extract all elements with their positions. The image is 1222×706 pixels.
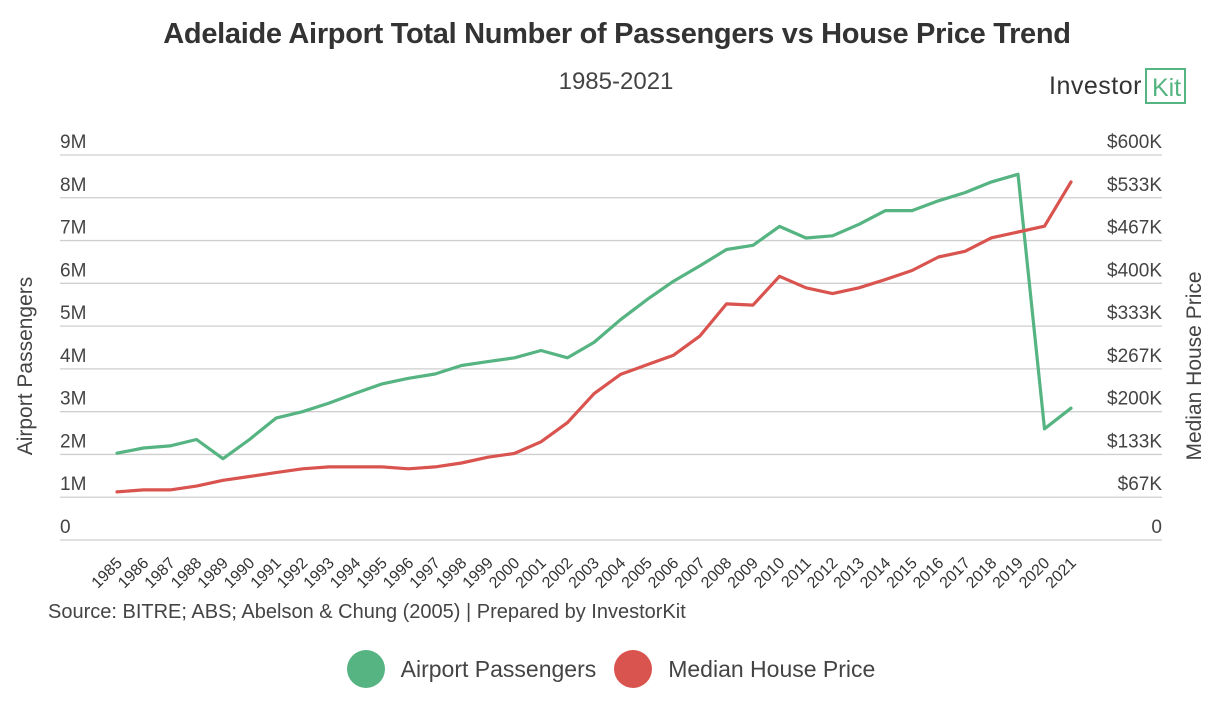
house-price-line (115, 180, 1073, 494)
right-tick-label: $200K (1107, 389, 1162, 410)
passengers-line (115, 172, 1073, 461)
right-tick-label: 0 (1151, 517, 1162, 538)
gridlines (60, 154, 1162, 541)
chart-title: Adelaide Airport Total Number of Passeng… (163, 18, 1071, 50)
x-tick-label: 2010 (751, 555, 788, 592)
legend-swatch-passengers (346, 650, 385, 688)
left-tick-label: 8M (60, 175, 86, 196)
legend-item-house-price[interactable]: Median House Price (614, 650, 875, 688)
left-tick-label: 2M (60, 431, 86, 452)
left-axis-ticks: 0 1M 2M 3M 4M 5M 6M 7M 8M 9M (60, 132, 86, 538)
right-tick-label: $533K (1107, 175, 1162, 196)
legend-swatch-house-price (614, 650, 653, 688)
legend-label-passengers: Airport Passengers (400, 655, 597, 682)
left-tick-label: 5M (60, 303, 86, 324)
x-tick-label: 2021 (1043, 555, 1080, 592)
left-tick-label: 4M (60, 346, 86, 367)
legend: Airport Passengers Median House Price (0, 650, 1222, 688)
series-lines (115, 172, 1073, 494)
right-axis-title: Median House Price (1183, 271, 1206, 460)
right-tick-label: $400K (1107, 260, 1162, 281)
left-tick-label: 1M (60, 474, 86, 495)
left-tick-label: 7M (60, 218, 86, 239)
left-tick-label: 0 (60, 517, 71, 538)
right-tick-label: $333K (1107, 303, 1162, 324)
logo-box: Kit (1144, 68, 1187, 104)
left-tick-label: 6M (60, 260, 86, 281)
right-tick-label: $67K (1118, 474, 1163, 495)
left-tick-label: 3M (60, 389, 86, 410)
right-tick-label: $467K (1107, 218, 1162, 239)
right-axis-ticks: 0 $67K $133K $200K $267K $333K $400K $467K $533K… (1107, 132, 1162, 538)
right-tick-label: $267K (1107, 346, 1162, 367)
right-tick-label: $133K (1107, 431, 1162, 452)
x-axis-ticks: 1985198619871988198919901991199219931994… (89, 555, 1080, 592)
right-tick-label: $600K (1107, 132, 1162, 153)
left-tick-label: 9M (60, 132, 86, 153)
chart-subtitle: 1985-2021 (558, 68, 674, 95)
logo-word: Investor (1049, 71, 1142, 100)
legend-label-house-price: Median House Price (668, 655, 876, 682)
investorkit-logo: Investor Kit (1049, 66, 1187, 106)
legend-item-passengers[interactable]: Airport Passengers (346, 650, 597, 688)
source-note: Source: BITRE; ABS; Abelson & Chung (200… (48, 601, 686, 623)
left-axis-title: Airport Passengers (14, 277, 37, 456)
